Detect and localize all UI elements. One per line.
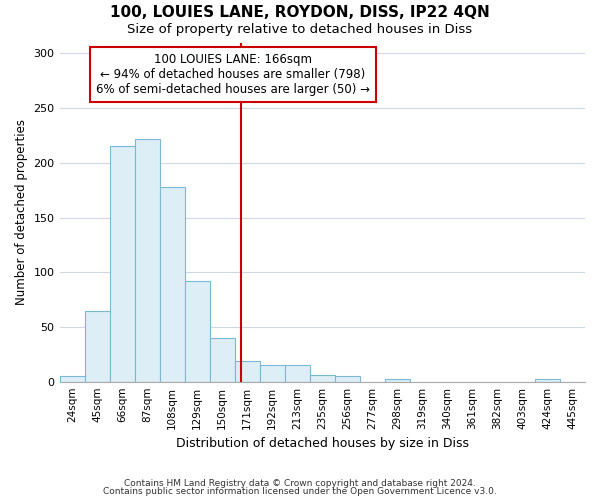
Bar (260, 366, 285, 382)
Bar (160, 187, 185, 382)
Text: Contains HM Land Registry data © Crown copyright and database right 2024.: Contains HM Land Registry data © Crown c… (124, 478, 476, 488)
Bar (110, 146, 134, 382)
Bar (85, 310, 110, 382)
Text: Contains public sector information licensed under the Open Government Licence v3: Contains public sector information licen… (103, 487, 497, 496)
X-axis label: Distribution of detached houses by size in Diss: Distribution of detached houses by size … (176, 437, 469, 450)
Bar (59, 376, 85, 382)
Bar (535, 380, 560, 382)
Bar (235, 361, 260, 382)
Bar (335, 376, 360, 382)
Bar (385, 380, 410, 382)
Text: 100, LOUIES LANE, ROYDON, DISS, IP22 4QN: 100, LOUIES LANE, ROYDON, DISS, IP22 4QN (110, 5, 490, 20)
Y-axis label: Number of detached properties: Number of detached properties (15, 119, 28, 305)
Bar (185, 281, 209, 382)
Text: Size of property relative to detached houses in Diss: Size of property relative to detached ho… (127, 22, 473, 36)
Bar (209, 338, 235, 382)
Bar (285, 366, 310, 382)
Bar (310, 375, 335, 382)
Bar (134, 139, 160, 382)
Text: 100 LOUIES LANE: 166sqm
← 94% of detached houses are smaller (798)
6% of semi-de: 100 LOUIES LANE: 166sqm ← 94% of detache… (96, 52, 370, 96)
